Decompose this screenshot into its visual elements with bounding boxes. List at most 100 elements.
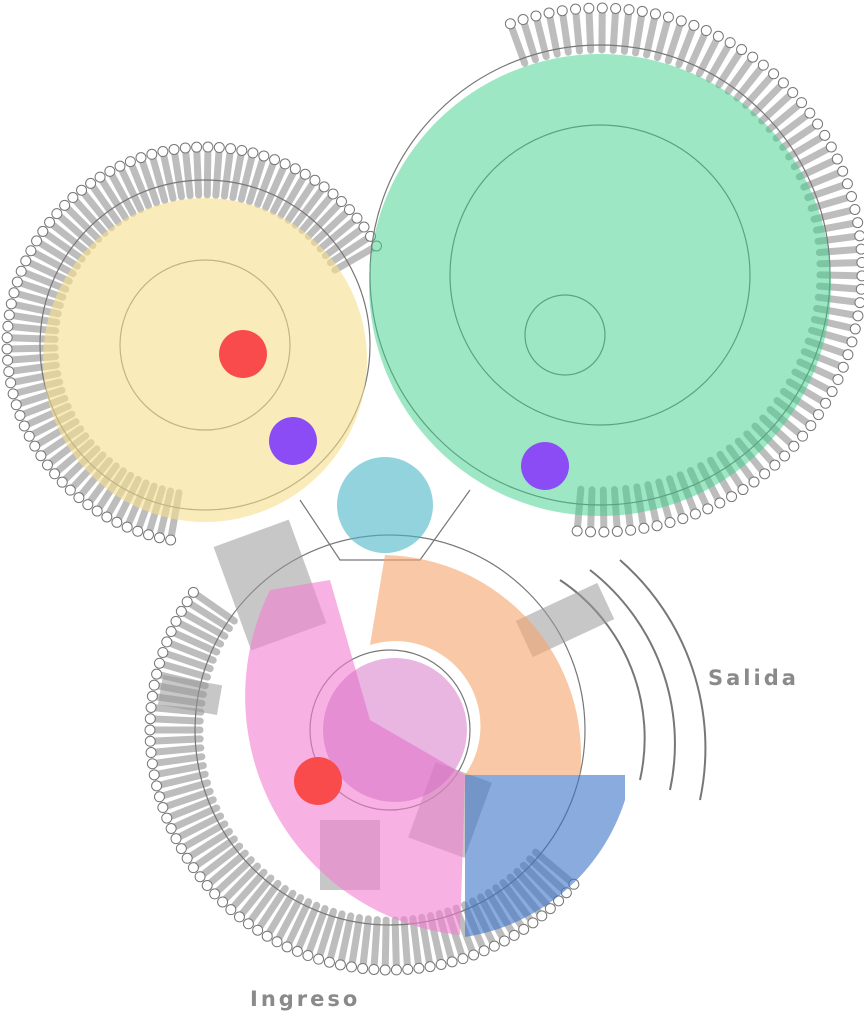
column [147,759,157,769]
column [676,16,686,26]
column [760,469,770,479]
column [549,13,557,54]
column [30,441,40,451]
column [626,525,636,535]
column [32,236,42,246]
column [489,941,499,951]
column [509,930,519,940]
column [147,691,157,701]
column [171,834,181,844]
column [150,739,200,741]
column [846,192,856,202]
column [576,9,580,51]
column [248,148,258,158]
column [650,9,660,19]
column [8,389,18,399]
column [149,770,159,780]
zone-yellow [43,198,367,522]
column [571,4,581,14]
column [182,853,192,863]
column [363,919,369,969]
column [847,337,857,347]
column [597,3,607,13]
column [42,460,52,470]
column [290,164,300,174]
column [469,950,479,960]
column [657,17,668,58]
column [821,398,831,408]
column [758,60,768,70]
column [57,477,67,487]
column [652,521,662,531]
column [6,378,16,388]
plan: Salida Ingreso [0,0,864,1017]
column [612,526,622,536]
column [314,954,324,964]
column [842,179,852,189]
column [95,172,105,182]
column [147,149,157,159]
column [19,421,29,431]
column [162,637,172,647]
column [102,512,112,522]
column [589,8,591,50]
red-marker [219,330,267,378]
column [788,88,798,98]
column [850,204,860,214]
column [77,185,87,195]
column [374,920,377,970]
column [531,11,541,21]
column [344,205,354,215]
column [505,19,515,29]
column [519,924,529,934]
column [857,257,864,267]
column [105,166,115,176]
column [145,736,155,746]
column [26,246,36,256]
column [149,680,159,690]
purple-marker [521,442,569,490]
column [9,288,19,298]
column [197,147,199,195]
column [319,182,329,192]
column [226,905,236,915]
column [404,919,408,969]
column [665,517,675,527]
column [152,669,162,679]
zone-green [369,54,831,516]
column [624,5,634,15]
column [838,362,848,372]
column [385,920,386,970]
column [174,149,182,196]
column [262,931,272,941]
column [805,108,815,118]
column [195,872,205,882]
column [826,142,836,152]
column [537,911,547,921]
column [414,963,424,973]
column [122,522,132,532]
column [15,410,25,420]
column [557,6,567,16]
column [259,151,269,161]
column [838,166,848,176]
column [359,222,369,232]
column [154,792,164,802]
column [798,431,808,441]
exit-label: Salida [708,666,799,690]
column [92,506,102,516]
column [663,12,673,22]
column [689,20,699,30]
column [52,209,62,219]
column [856,244,864,254]
column [65,485,75,495]
column [176,844,186,854]
entrance-label: Ingreso [250,987,360,1011]
column [115,161,125,171]
column [282,942,292,952]
column [637,6,647,16]
column [166,535,176,545]
column [280,159,290,169]
zone-teal [337,457,433,553]
column [639,523,649,533]
